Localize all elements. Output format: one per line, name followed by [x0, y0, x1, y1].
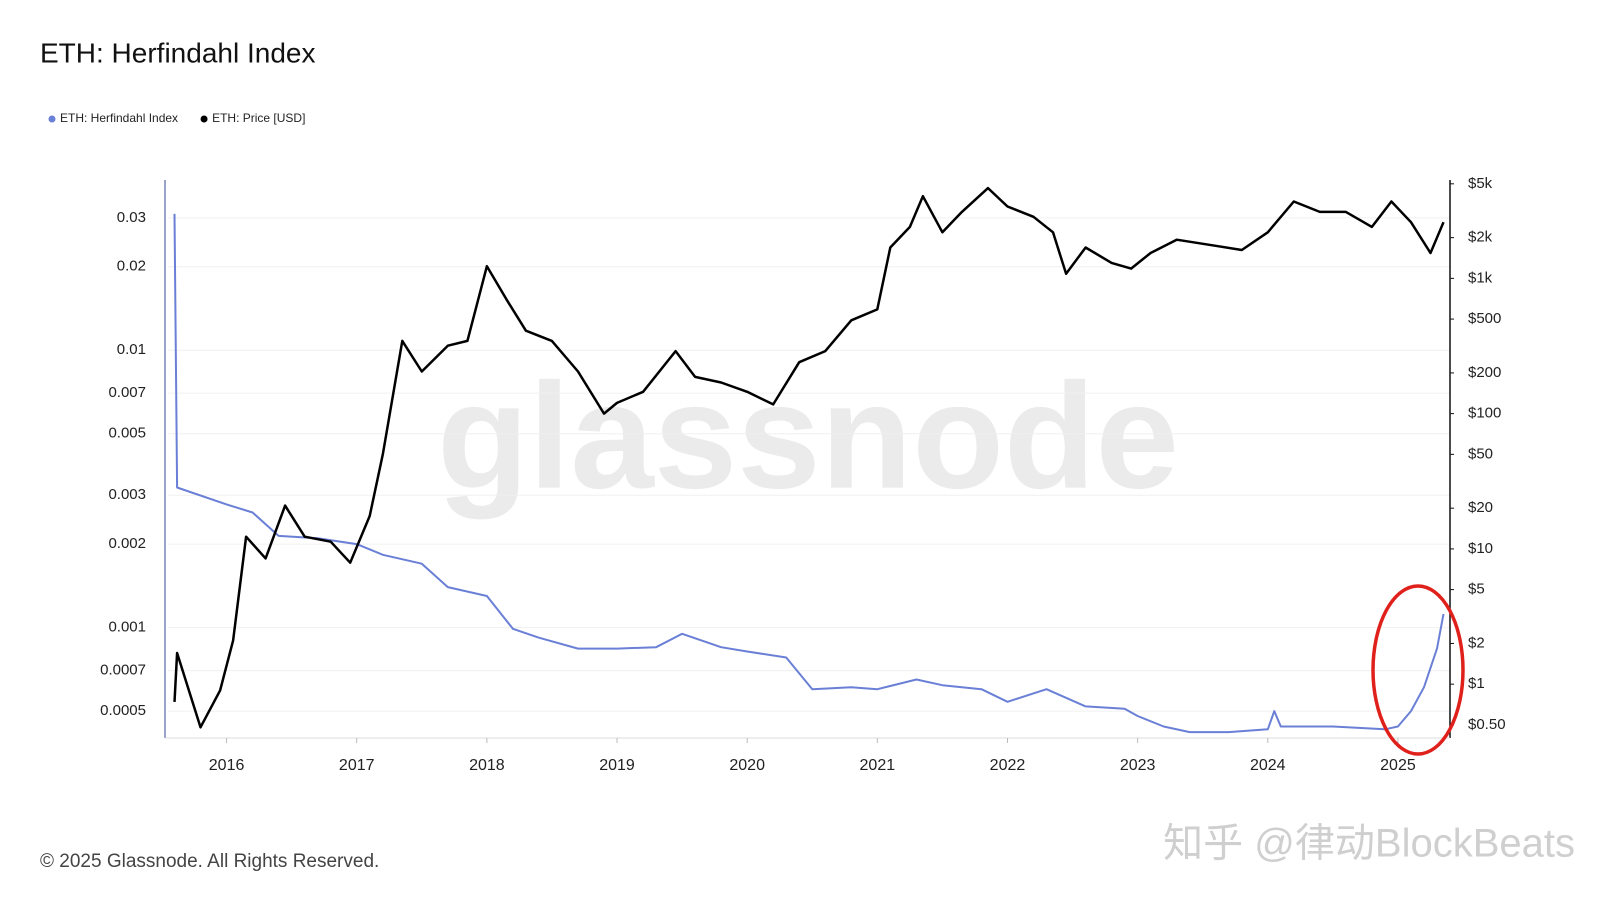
y-tick-label: 0.002	[108, 535, 146, 552]
series-line	[173, 213, 1445, 734]
y2-tick-label: $500	[1468, 310, 1501, 327]
y-tick-label: 0.03	[117, 209, 146, 226]
x-tick-label: 2021	[860, 757, 896, 774]
x-tick-label: 2020	[729, 757, 765, 774]
y2-tick-label: $20	[1468, 499, 1493, 516]
y-tick-label: 0.0005	[100, 702, 146, 719]
y-tick-label: 0.02	[117, 258, 146, 275]
y2-tick-label: $1k	[1468, 269, 1493, 286]
y2-tick-label: $10	[1468, 540, 1493, 557]
x-tick-label: 2023	[1120, 757, 1156, 774]
x-tick-label: 2017	[339, 757, 375, 774]
grid	[168, 217, 1450, 712]
legend-marker	[48, 115, 56, 123]
x-tick-label: 2024	[1250, 757, 1286, 774]
y2-tick-label: $0.50	[1468, 716, 1506, 733]
y-tick-label: 0.005	[108, 425, 146, 442]
y2-tick-label: $1	[1468, 675, 1485, 692]
lines	[173, 186, 1445, 734]
y2-tick-label: $200	[1468, 364, 1501, 381]
x-tick-label: 2016	[209, 757, 245, 774]
series-line	[173, 186, 1445, 729]
footer: © 2025 Glassnode. All Rights Reserved.	[40, 851, 379, 872]
y-tick-label: 0.001	[108, 619, 146, 636]
y-tick-label: 0.0007	[100, 662, 146, 679]
y2-tick-label: $2	[1468, 634, 1485, 651]
overlay-watermark: 知乎 @律动BlockBeats	[1163, 822, 1575, 866]
watermark: glassnode	[437, 352, 1179, 520]
y-tick-label: 0.01	[117, 341, 146, 358]
y-tick-label: 0.003	[108, 486, 146, 503]
legend-marker	[200, 115, 208, 123]
chart-title: ETH: Herfindahl Index	[40, 37, 315, 68]
highlight-ellipse	[1371, 584, 1465, 756]
x-tick-label: 2018	[469, 757, 505, 774]
x-tick-label: 2019	[599, 757, 635, 774]
y2-tick-label: $2k	[1468, 229, 1493, 246]
y2-tick-label: $5	[1468, 581, 1485, 598]
x-tick-label: 2022	[990, 757, 1026, 774]
y2-tick-label: $100	[1468, 405, 1501, 422]
legend-label: ETH: Herfindahl Index	[60, 111, 178, 125]
legend-label: ETH: Price [USD]	[212, 111, 305, 125]
y-tick-label: 0.007	[108, 384, 146, 401]
y2-tick-label: $50	[1468, 445, 1493, 462]
x-tick-label: 2025	[1380, 757, 1416, 774]
legend: ETH: Herfindahl Index ETH: Price [USD]	[48, 111, 305, 125]
y2-tick-label: $5k	[1468, 175, 1493, 192]
axes: 0.0005 0.0007 0.001 0.002 0.003 0.005 0.007 0.0…	[100, 175, 1505, 774]
